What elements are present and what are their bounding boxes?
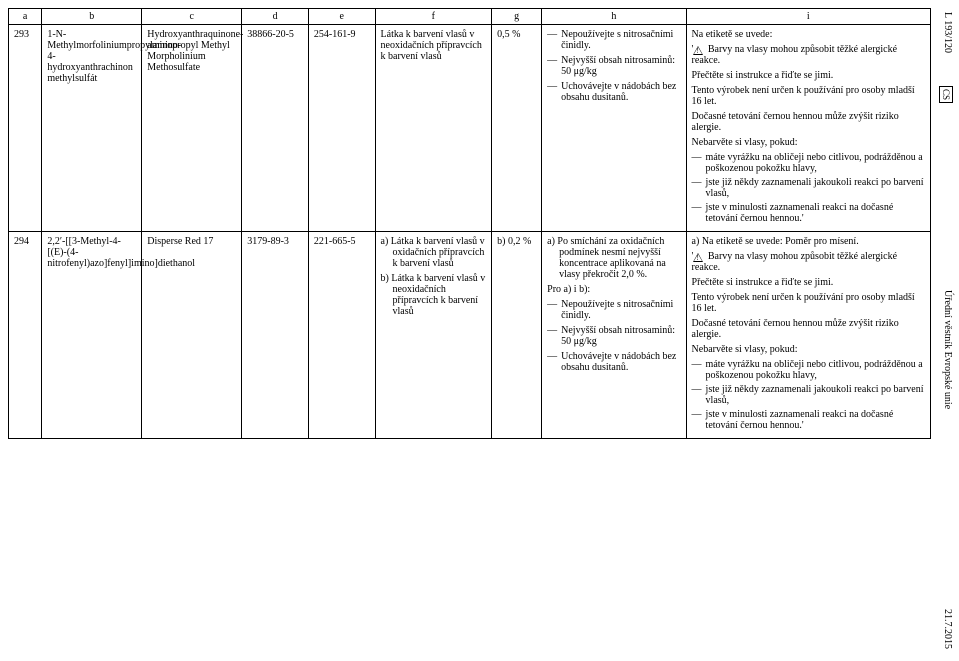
warning-text: Barvy na vlasy mohou způsobit těžké aler… [692, 251, 898, 273]
col-header-i: i [686, 9, 930, 25]
cell-max-conc: b) 0,2 % [492, 232, 542, 439]
col-header-a: a [9, 9, 42, 25]
conditions-intro: Nebarvěte si vlasy, pokud: [692, 137, 925, 148]
cell-wording: a) Na etiketě se uvede: Poměr pro mísení… [686, 232, 930, 439]
for-a-and-b-label: Pro a) i b): [547, 284, 680, 295]
restriction-item: Nepoužívejte s nitrosačními činidly. [547, 299, 680, 321]
condition-item: jste v minulosti zaznamenali reakci na d… [692, 202, 925, 224]
col-header-f: f [375, 9, 492, 25]
cell-index: 294 [9, 232, 42, 439]
col-header-h: h [542, 9, 686, 25]
cell-cas: 3179-89-3 [242, 232, 309, 439]
table-row: 293 1-N-Methylmorfoliniumpropylamino-4-h… [9, 25, 931, 232]
conditions-intro: Nebarvěte si vlasy, pokud: [692, 344, 925, 355]
condition-item: máte vyrážku na obličeji nebo citlivou, … [692, 359, 925, 381]
label-intro-a: a) Na etiketě se uvede: Poměr pro mísení… [692, 236, 925, 247]
margin-publication: Úřední věstník Evropské unie [942, 290, 953, 409]
restriction-a: a) Po smíchání za oxidačních podmínek ne… [547, 236, 680, 280]
product-type-b: b) Látka k barvení vlasů v neoxidačních … [381, 273, 487, 317]
henna-warning-text: Dočasné tetování černou hennou může zvýš… [692, 111, 925, 133]
condition-item: jste v minulosti zaznamenali reakci na d… [692, 409, 925, 431]
cell-other-restrictions: a) Po smíchání za oxidačních podmínek ne… [542, 232, 686, 439]
restriction-item: Uchovávejte v nádobách bez obsahu dusita… [547, 81, 680, 103]
cell-inci-name: Hydroxyanthraquinone-aminopropyl Methyl … [142, 25, 242, 232]
restriction-item: Nejvyšší obsah nitrosaminů: 50 μg/kg [547, 325, 680, 347]
instruction-text: Přečtěte si instrukce a řiďte se jimi. [692, 277, 925, 288]
cell-ec: 254-161-9 [308, 25, 375, 232]
condition-item: máte vyrážku na obličeji nebo citlivou, … [692, 152, 925, 174]
label-intro: Na etiketě se uvede: [692, 29, 925, 40]
cell-cas: 38866-20-5 [242, 25, 309, 232]
margin-date: 21.7.2015 [942, 609, 953, 649]
cell-chemical-name: 1-N-Methylmorfoliniumpropylamino-4-hydro… [42, 25, 142, 232]
cell-product-type: Látka k barvení vlasů v neoxidačních pří… [375, 25, 492, 232]
table-row: 294 2,2′-[[3-Methyl-4-[(E)-(4-nitrofenyl… [9, 232, 931, 439]
henna-warning-text: Dočasné tetování černou hennou může zvýš… [692, 318, 925, 340]
cell-other-restrictions: Nepoužívejte s nitrosačními činidly. Nej… [542, 25, 686, 232]
cell-ec: 221-665-5 [308, 232, 375, 439]
col-header-g: g [492, 9, 542, 25]
margin-ref-top: L 193/120 [942, 12, 953, 53]
age-restriction-text: Tento výrobek není určen k používání pro… [692, 85, 925, 107]
restriction-item: Nepoužívejte s nitrosačními činidly. [547, 29, 680, 51]
cell-max-conc: 0,5 % [492, 25, 542, 232]
margin-lang-code: CS [939, 86, 953, 103]
restriction-item: Nejvyšší obsah nitrosaminů: 50 μg/kg [547, 55, 680, 77]
condition-item: jste již někdy zaznamenali jakoukoli rea… [692, 384, 925, 406]
warning-text: Barvy na vlasy mohou způsobit těžké aler… [692, 44, 898, 66]
product-type-a: a) Látka k barvení vlasů v oxidačních př… [381, 236, 487, 269]
warning-triangle-icon [693, 46, 703, 55]
col-header-d: d [242, 9, 309, 25]
table-header-row: a b c d e f g h i [9, 9, 931, 25]
warning-triangle-icon [693, 253, 703, 262]
cell-product-type: a) Látka k barvení vlasů v oxidačních př… [375, 232, 492, 439]
restriction-item: Uchovávejte v nádobách bez obsahu dusita… [547, 351, 680, 373]
cell-chemical-name: 2,2′-[[3-Methyl-4-[(E)-(4-nitrofenyl)azo… [42, 232, 142, 439]
col-header-b: b [42, 9, 142, 25]
regulation-table: a b c d e f g h i 293 1-N-Methylmorfolin… [8, 8, 931, 439]
col-header-c: c [142, 9, 242, 25]
cell-index: 293 [9, 25, 42, 232]
cell-wording: Na etiketě se uvede: ' Barvy na vlasy mo… [686, 25, 930, 232]
age-restriction-text: Tento výrobek není určen k používání pro… [692, 292, 925, 314]
col-header-e: e [308, 9, 375, 25]
instruction-text: Přečtěte si instrukce a řiďte se jimi. [692, 70, 925, 81]
condition-item: jste již někdy zaznamenali jakoukoli rea… [692, 177, 925, 199]
